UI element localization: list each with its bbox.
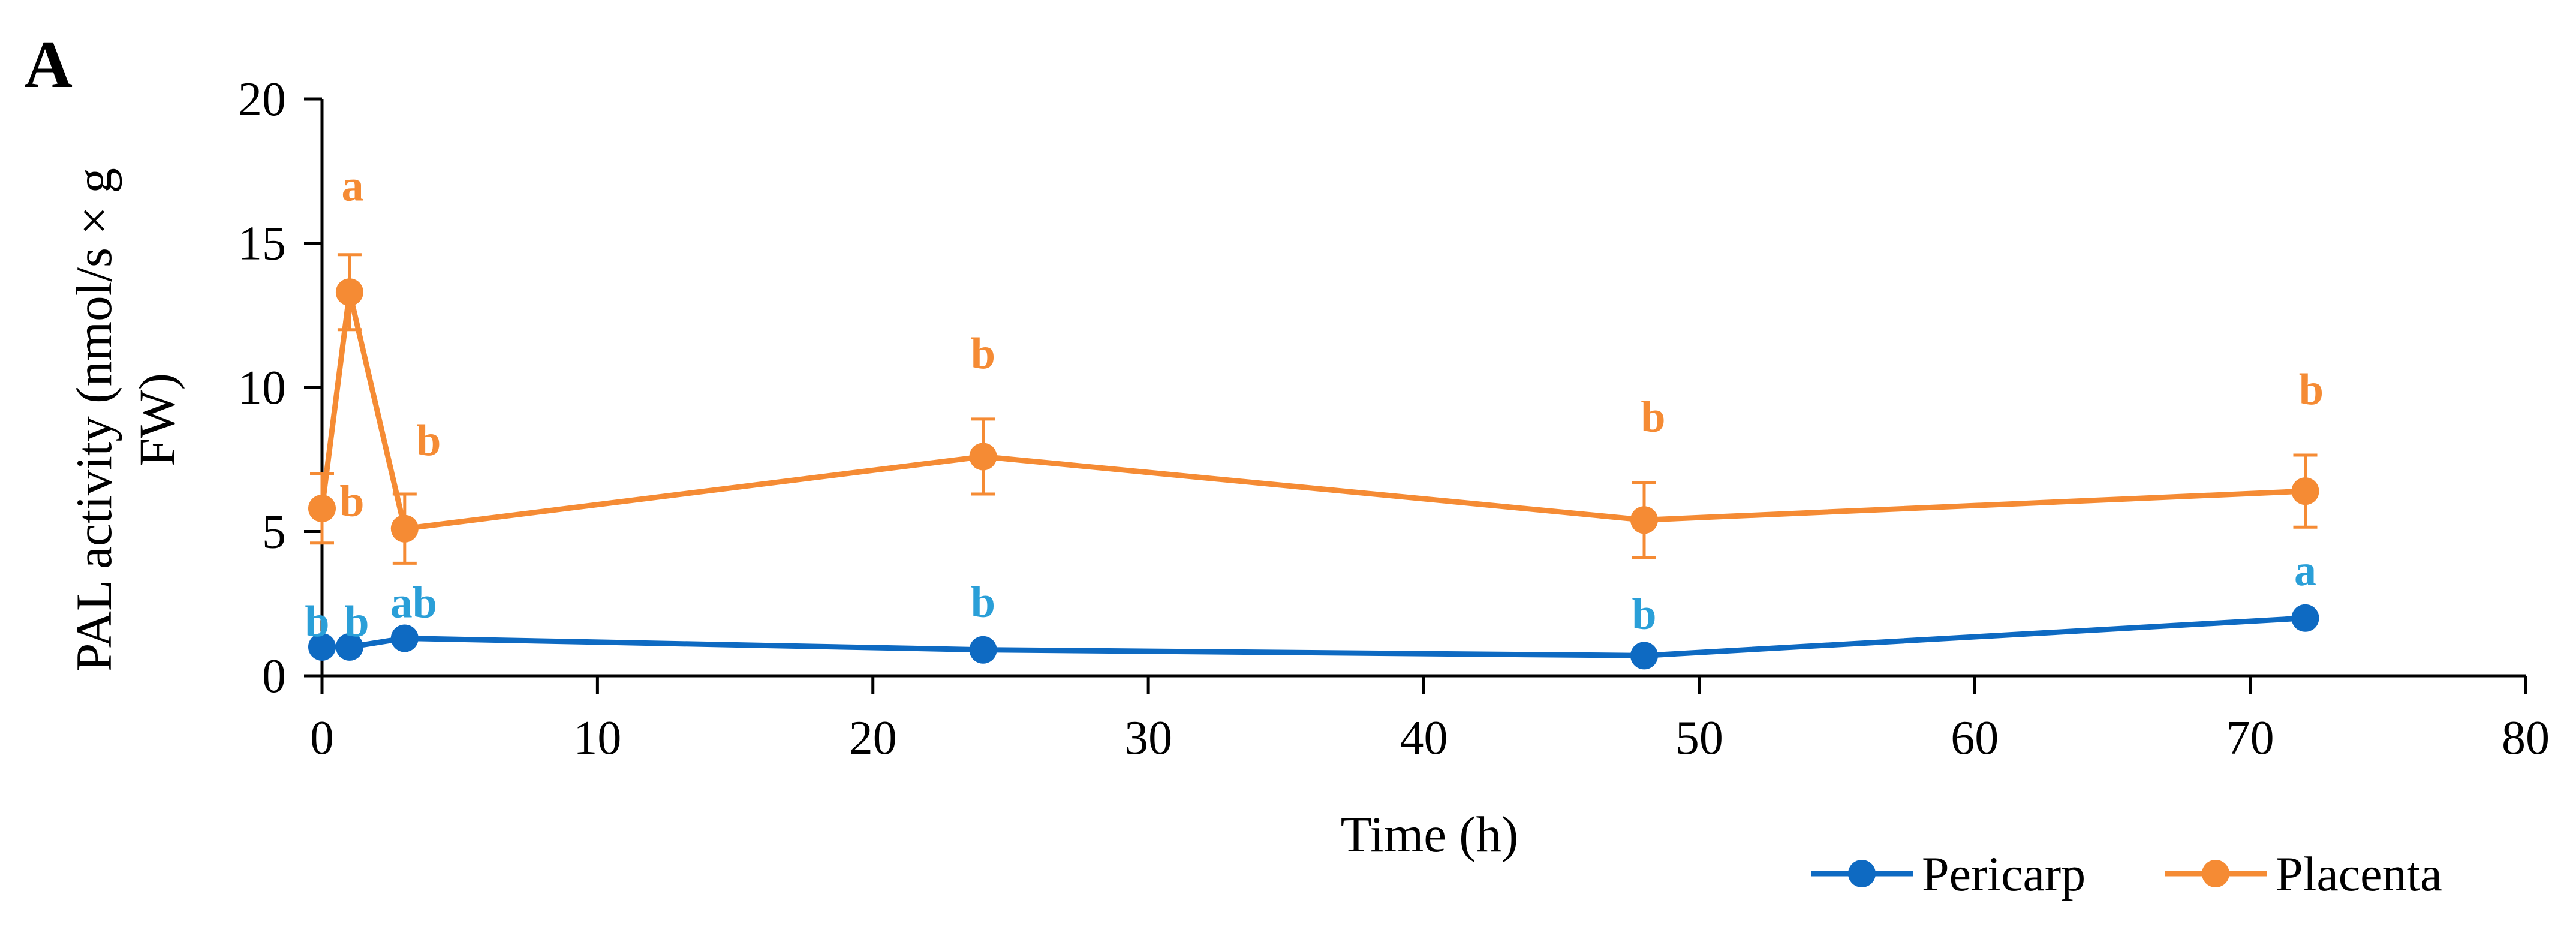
x-tick-label: 40 xyxy=(1400,712,1448,765)
plot-area xyxy=(308,253,2319,670)
x-axis-title: Time (h) xyxy=(1341,806,1519,863)
x-tick-label: 80 xyxy=(2502,712,2550,765)
y-tick-label: 20 xyxy=(238,73,286,126)
data-point xyxy=(969,636,997,664)
significance-label: ab xyxy=(390,578,437,627)
series-line xyxy=(322,615,2306,658)
significance-label: b xyxy=(1632,589,1656,639)
y-tick-label: 10 xyxy=(238,362,286,414)
series-pericarp xyxy=(308,604,2319,670)
x-tick-label: 30 xyxy=(1124,712,1172,765)
significance-label: b xyxy=(416,416,441,465)
significance-label: b xyxy=(2299,365,2324,414)
x-tick-label: 0 xyxy=(310,712,334,765)
x-tick-label: 50 xyxy=(1675,712,1723,765)
significance-label: a xyxy=(341,162,363,211)
significance-label: b xyxy=(339,477,364,526)
data-point xyxy=(308,495,336,523)
x-tick-label: 20 xyxy=(849,712,897,765)
panel-label: A xyxy=(24,28,73,102)
axes xyxy=(320,99,2526,678)
data-point xyxy=(308,633,336,661)
significance-label: b xyxy=(971,578,995,627)
significance-label: b xyxy=(344,597,369,646)
series-placenta xyxy=(308,253,2319,565)
legend-swatch-marker xyxy=(2202,860,2229,887)
x-tick-label: 10 xyxy=(573,712,621,765)
y-tick-label: 0 xyxy=(262,650,286,703)
significance-label: b xyxy=(971,329,995,378)
data-point xyxy=(969,443,997,471)
y-axis-title: PAL activity (nmol/s × g FW) xyxy=(66,168,185,672)
legend-label: Pericarp xyxy=(1922,847,2086,901)
legend-label: Placenta xyxy=(2276,847,2442,901)
x-tick-label: 60 xyxy=(1951,712,1999,765)
data-point xyxy=(335,278,363,306)
data-point xyxy=(390,514,419,543)
significance-label: a xyxy=(2294,546,2316,595)
y-ticks: 0 5 10 15 20 xyxy=(238,73,322,703)
x-ticks: 0 10 20 30 40 50 60 70 80 xyxy=(310,676,2550,765)
y-axis-title-line-2: FW) xyxy=(129,373,185,466)
legend-swatch-marker xyxy=(1848,860,1876,887)
x-tick-label: 70 xyxy=(2226,712,2274,765)
series-line xyxy=(319,289,2306,532)
significance-label: b xyxy=(305,597,329,646)
data-point xyxy=(1630,642,1658,670)
y-tick-label: 5 xyxy=(262,506,286,559)
data-point xyxy=(390,624,419,652)
data-point xyxy=(1630,506,1658,534)
data-point xyxy=(335,633,363,661)
significance-label: b xyxy=(1641,393,1665,442)
y-axis-title-line-1: PAL activity (nmol/s × g xyxy=(66,168,122,672)
data-point xyxy=(2291,604,2319,632)
data-point xyxy=(2291,477,2319,505)
y-tick-label: 15 xyxy=(238,218,286,270)
legend: Pericarp Placenta xyxy=(1811,847,2442,901)
